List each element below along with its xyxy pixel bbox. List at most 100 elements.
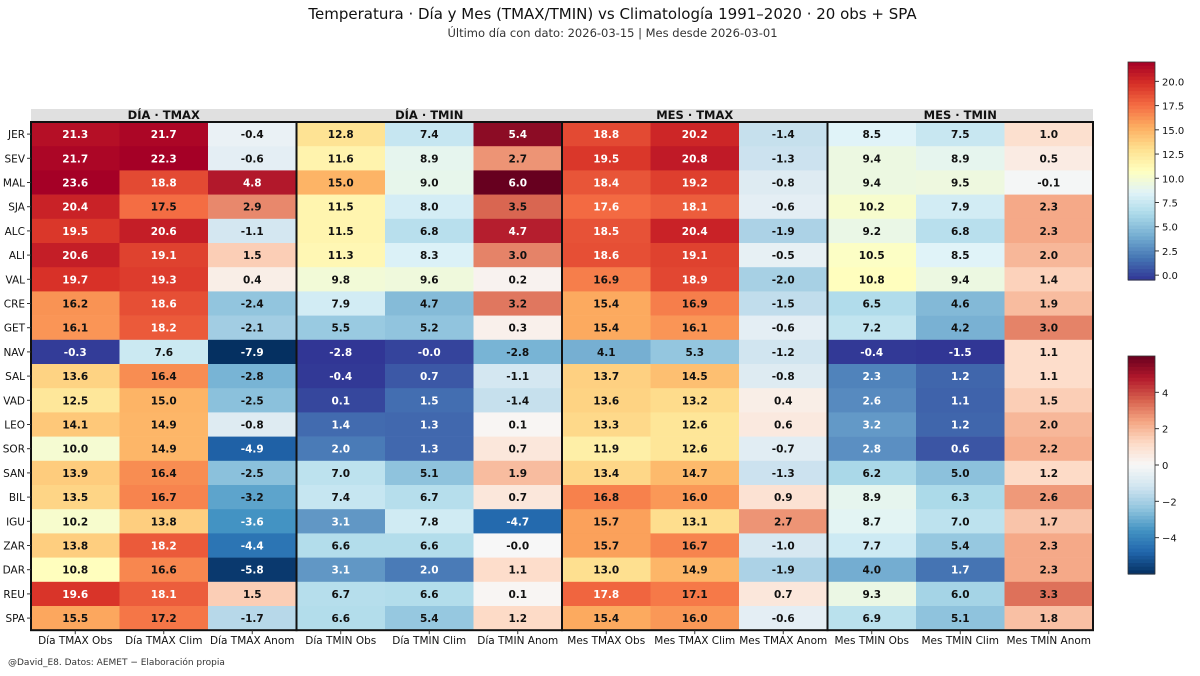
cell-value-label: 16.4: [151, 468, 177, 480]
cell-value-label: 15.7: [593, 516, 619, 528]
cell-value-label: -1.1: [506, 371, 529, 383]
column-label: Día TMIN Clim: [392, 635, 466, 647]
column-label: Mes TMAX Obs: [567, 635, 645, 647]
temperature-colorbar-segment: [1128, 116, 1155, 121]
anomaly-colorbar-segment: [1128, 374, 1155, 379]
cell-value-label: -1.5: [772, 299, 795, 311]
heatmap-cell: [739, 533, 828, 558]
anomaly-colorbar-segment: [1128, 530, 1155, 535]
cell-value-label: -1.9: [772, 226, 795, 238]
cell-value-label: 0.1: [508, 420, 527, 432]
cell-value-label: 0.1: [508, 589, 527, 601]
heatmap-cell: [650, 485, 740, 510]
heatmap-cell: [473, 315, 563, 341]
heatmap-cell: [31, 146, 120, 171]
group-header-label: MES · TMAX: [656, 108, 733, 122]
heatmap-cell: [562, 533, 651, 558]
cell-value-label: 0.5: [1039, 153, 1058, 165]
cell-value-label: 6.5: [862, 299, 881, 311]
cell-value-label: -2.8: [241, 371, 264, 383]
anomaly-colorbar-segment: [1128, 454, 1155, 459]
temperature-colorbar-segment: [1128, 171, 1155, 176]
cell-value-label: 5.1: [420, 468, 439, 480]
heatmap-cell: [385, 364, 474, 389]
cell-value-label: 7.9: [951, 202, 970, 214]
cell-value-label: 8.9: [862, 492, 881, 504]
temperature-colorbar-tick-label: 5.0: [1162, 223, 1178, 234]
temperature-colorbar-tick-label: 12.5: [1162, 150, 1184, 161]
temperature-colorbar-segment: [1128, 174, 1155, 179]
cell-value-label: 6.6: [420, 589, 439, 601]
temperature-colorbar-segment: [1128, 134, 1155, 139]
temperature-colorbar-segment: [1128, 221, 1155, 227]
cell-value-label: 9.2: [862, 226, 881, 238]
heatmap-cell: [1004, 412, 1094, 437]
cell-value-label: 2.8: [862, 444, 881, 456]
heatmap-cell: [562, 267, 651, 292]
cell-value-label: 0.7: [508, 444, 527, 456]
heatmap-cell: [208, 606, 297, 631]
temperature-colorbar-segment: [1128, 254, 1155, 259]
heatmap-cell: [208, 509, 297, 534]
cell-value-label: 6.3: [951, 492, 970, 504]
heatmap-cell: [739, 581, 828, 607]
cell-value-label: 16.7: [151, 492, 177, 504]
cell-value-label: 13.6: [62, 371, 88, 383]
heatmap-cell: [562, 339, 651, 365]
group-header-bg: [562, 109, 828, 122]
cell-value-label: -2.8: [329, 347, 352, 359]
cell-value-label: 1.5: [243, 250, 262, 262]
heatmap-cell: [119, 122, 209, 147]
cell-value-label: 16.6: [151, 565, 177, 577]
heatmap-cell: [31, 315, 120, 341]
cell-value-label: 1.3: [420, 444, 439, 456]
temperature-colorbar-segment: [1128, 101, 1155, 107]
temperature-colorbar-segment: [1128, 236, 1155, 241]
heatmap-cell: [31, 364, 120, 389]
anomaly-colorbar-segment: [1128, 566, 1155, 571]
temperature-colorbar-segment: [1128, 120, 1155, 125]
cell-value-label: 3.0: [508, 250, 527, 262]
heatmap-cell: [1004, 243, 1094, 268]
heatmap-cell: [650, 267, 740, 292]
cell-value-label: 1.4: [331, 420, 350, 432]
heatmap-cell: [650, 557, 740, 583]
cell-value-label: 15.5: [62, 613, 88, 625]
heatmap-cell: [916, 460, 1005, 486]
cell-value-label: -0.6: [772, 202, 795, 214]
cell-value-label: -2.1: [241, 323, 264, 335]
heatmap-cell: [473, 509, 563, 534]
heatmap-cell: [1004, 436, 1094, 462]
heatmap-cell: [208, 557, 297, 583]
cell-value-label: -0.8: [772, 178, 795, 190]
cell-value-label: 4.0: [862, 565, 881, 577]
heatmap-cell: [916, 122, 1005, 147]
anomaly-colorbar-segment: [1128, 406, 1155, 412]
temperature-colorbar-tick-label: 20.0: [1162, 77, 1184, 88]
cell-value-label: 0.7: [774, 589, 793, 601]
temperature-colorbar-segment: [1128, 272, 1155, 277]
heatmap-cell: [208, 267, 297, 292]
row-label: GET: [4, 323, 26, 335]
cell-value-label: 0.4: [774, 395, 793, 407]
cell-value-label: 12.5: [62, 395, 88, 407]
temperature-colorbar-segment: [1128, 83, 1155, 89]
heatmap-cell: [916, 509, 1005, 534]
heatmap-cell: [296, 533, 386, 558]
temperature-colorbar-segment: [1128, 87, 1155, 92]
temperature-colorbar-segment: [1128, 62, 1155, 67]
cell-value-label: 8.3: [420, 250, 439, 262]
temperature-colorbar-segment: [1128, 181, 1155, 187]
cell-value-label: 8.5: [862, 129, 881, 141]
heatmap-cell: [208, 412, 297, 437]
heatmap-cell: [385, 146, 474, 171]
cell-value-label: 6.6: [331, 613, 350, 625]
cell-value-label: 1.5: [1039, 395, 1058, 407]
anomaly-colorbar-segment: [1128, 508, 1155, 513]
cell-value-label: -0.8: [772, 371, 795, 383]
row-label: LEO: [4, 420, 25, 432]
temperature-colorbar-segment: [1128, 94, 1155, 99]
cell-value-label: 3.1: [331, 565, 350, 577]
cell-value-label: 16.1: [62, 323, 88, 335]
heatmap-cell: [31, 557, 120, 583]
